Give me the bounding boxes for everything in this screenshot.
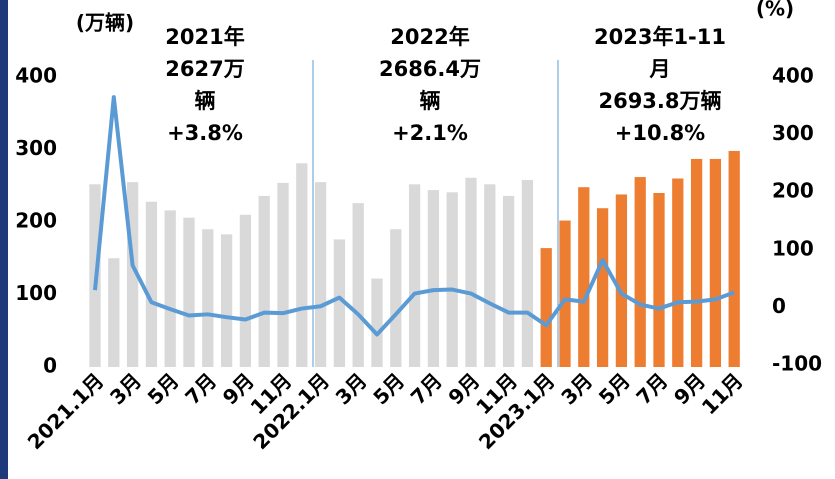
y-unit: (万辆) [76,11,134,35]
annotation: 2023年1-11 [594,25,726,49]
bar [653,193,665,367]
bar [559,220,571,367]
x-tick-label: 2021.1月 [23,368,109,454]
y-tick-label: 300 [15,136,57,160]
x-tick-label: 3月 [556,368,597,409]
bar [108,258,120,367]
annotation: +2.1% [392,121,468,145]
bar [164,210,176,367]
y2-tick-label: 100 [772,236,814,260]
x-tick-label: 7月 [406,368,447,409]
bar [202,229,214,367]
annotation: 辆 [420,89,441,113]
bar [596,208,609,367]
bar [634,177,646,367]
bar [333,239,346,367]
annotation: +3.8% [167,121,243,145]
y-tick-label: 400 [15,64,57,88]
bar [296,163,308,367]
bar [502,195,515,367]
bar [484,184,496,367]
bar [446,192,458,367]
y2-tick-label: 300 [772,121,814,145]
bar [540,248,552,367]
x-tick-label: 3月 [105,368,146,409]
y-tick-label: 200 [15,209,57,233]
annotation: 2686.4万 [379,57,481,81]
x-tick-label: 5月 [594,368,635,409]
annotation: 2693.8万辆 [598,89,721,113]
bar [239,214,252,367]
bar [126,182,139,367]
bar [690,158,703,367]
y2-tick-label: 200 [772,179,814,203]
x-tick-label: 7月 [631,368,672,409]
bar [220,234,233,367]
bar [258,195,270,367]
x-tick-label: 3月 [331,368,372,409]
annotation: 2627万 [165,57,244,81]
bar [427,190,440,367]
left-strip [0,0,8,479]
y2-tick-label: -100 [772,352,822,376]
bar [408,184,421,367]
y-tick-label: 100 [15,281,57,305]
line [93,95,735,337]
annotation: 2022年 [390,25,469,49]
x-tick-label: 7月 [180,368,221,409]
y2-tick-label: 0 [772,294,786,318]
annotation: 辆 [195,89,216,113]
bar [672,178,684,367]
y2-tick-label: 400 [772,64,814,88]
x-tick-label: 5月 [368,368,409,409]
y2-unit: (%) [756,0,794,21]
y-tick-label: 0 [43,354,57,378]
bar [314,182,327,367]
bar [709,158,722,367]
x-tick-label: 11月 [697,368,748,419]
bar [145,201,158,367]
bar [183,217,195,367]
bar [521,179,534,367]
bar [465,177,477,367]
bar [371,278,383,367]
bar [578,187,590,367]
bar [277,182,289,367]
bar [390,229,402,367]
bar [728,150,740,367]
annotation: 月 [649,57,671,81]
annotation: +10.8% [615,121,705,145]
x-tick-label: 5月 [143,368,184,409]
bar [615,194,628,367]
bar [352,203,364,367]
annotation: 2021年 [165,25,244,49]
